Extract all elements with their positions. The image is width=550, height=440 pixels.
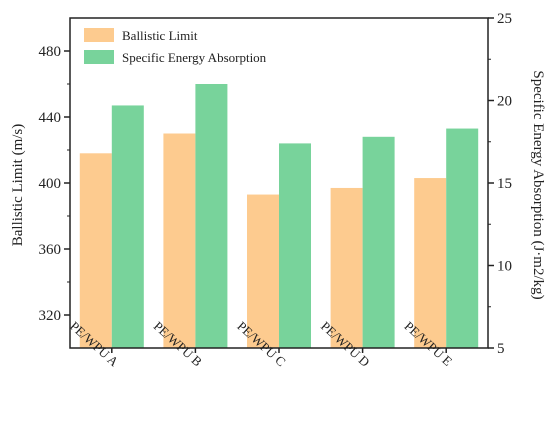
bar-ballistic-limit-pe-wpu-b (163, 133, 196, 348)
bar-specific-energy-absorption-pe-wpu-c (279, 143, 311, 348)
left-tick-label: 320 (39, 308, 62, 324)
bar-specific-energy-absorption-pe-wpu-e (446, 128, 479, 348)
left-tick-label: 440 (39, 110, 62, 126)
bar-specific-energy-absorption-pe-wpu-a (111, 105, 144, 348)
right-tick-label: 20 (497, 94, 512, 110)
right-tick-label: 5 (497, 341, 505, 357)
bar-ballistic-limit-pe-wpu-c (247, 194, 279, 348)
bars-layer (79, 84, 479, 348)
right-tick-label: 10 (497, 259, 512, 275)
bar-specific-energy-absorption-pe-wpu-d (362, 136, 395, 348)
right-axis-title: Specific Energy Absorption (J·m2/kg) (530, 70, 546, 299)
legend-label-ballistic-limit: Ballistic Limit (122, 28, 198, 43)
right-axis-ticks: 5 10 15 20 25 (488, 11, 512, 357)
bar-specific-energy-absorption-pe-wpu-b (195, 84, 228, 348)
legend: Ballistic Limit Specific Energy Absorptio… (84, 28, 267, 65)
left-tick-label: 360 (39, 242, 62, 258)
bar-ballistic-limit-pe-wpu-a (79, 153, 112, 348)
bar-ballistic-limit-pe-wpu-d (330, 187, 363, 348)
left-tick-label: 400 (39, 176, 62, 192)
left-tick-label: 480 (39, 44, 62, 60)
legend-label-specific-energy-absorption: Specific Energy Absorption (122, 50, 267, 65)
legend-swatch-specific-energy-absorption (84, 50, 114, 64)
left-axis-ticks: 320 360 400 440 480 (39, 44, 70, 324)
legend-swatch-ballistic-limit (84, 28, 114, 42)
right-tick-label: 25 (497, 11, 512, 27)
right-tick-label: 15 (497, 176, 512, 192)
left-axis-title: Ballistic Limit (m/s) (10, 124, 26, 247)
bar-ballistic-limit-pe-wpu-e (414, 178, 447, 348)
